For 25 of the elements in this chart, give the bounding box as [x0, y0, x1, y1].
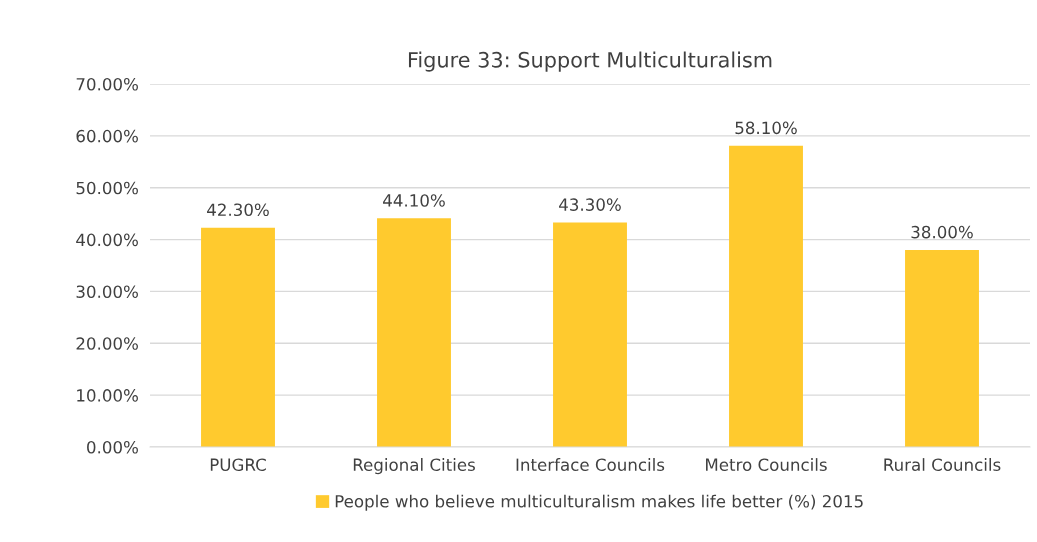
y-tick-label: 10.00% [77, 389, 138, 402]
y-tick-label: 20.00% [76, 337, 138, 350]
data-label: 43.30% [559, 198, 621, 211]
y-tick-label: 30.00% [76, 285, 138, 298]
x-tick-label: Interface Councils [516, 458, 665, 472]
bar [553, 222, 627, 447]
bar [201, 227, 275, 447]
x-tick-label: Metro Councils [706, 458, 827, 472]
y-tick-label: 70.00% [76, 77, 138, 91]
data-label: 44.10% [383, 194, 445, 207]
bar [905, 249, 979, 447]
bar [377, 218, 451, 447]
y-tick-label: 40.00% [76, 233, 138, 247]
x-tick-label: PUGRC [210, 458, 266, 472]
y-tick-label: 0.00% [87, 440, 138, 454]
y-tick-label: 50.00% [76, 181, 138, 195]
data-label: 42.30% [207, 203, 269, 217]
y-tick-label: 60.00% [76, 129, 138, 143]
bar [729, 145, 803, 447]
chart-title: Figure 33: Support Multiculturalism [408, 51, 772, 72]
legend-label: People who believe multiculturalism makes life better (%) 2015 [335, 494, 863, 511]
data-label: 38.00% [911, 225, 973, 239]
data-label: 58.10% [735, 121, 797, 135]
x-tick-label: Regional Cities [353, 458, 475, 475]
x-tick-label: Rural Councils [884, 458, 1001, 472]
